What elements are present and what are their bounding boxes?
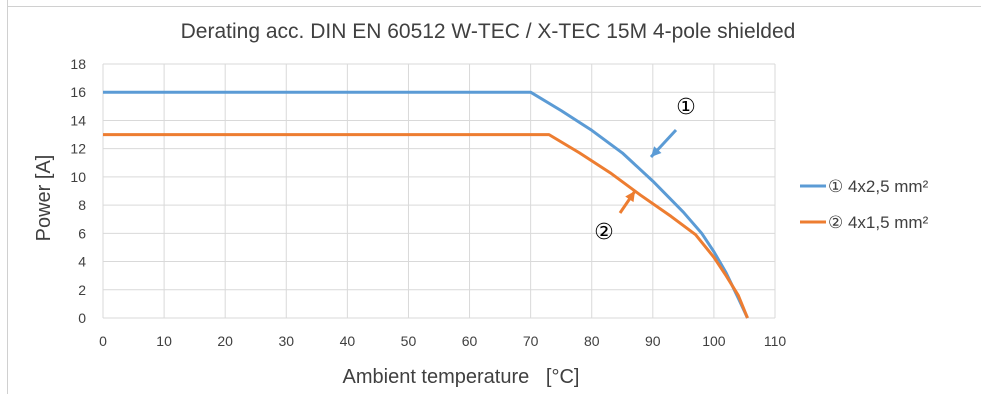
y-axis-label: Power [A] [33,155,55,242]
series-lines [103,90,749,319]
x-tick-70: 70 [523,333,539,349]
y-tick-10: 10 [70,169,86,185]
y-tick-2: 2 [78,282,86,298]
legend: ① 4x2,5 mm² ② 4x1,5 mm² [800,177,929,232]
y-tick-14: 14 [70,112,86,128]
legend-label-2: ② 4x1,5 mm² [828,213,929,232]
x-tick-80: 80 [584,333,600,349]
x-tick-110: 110 [764,333,787,349]
callout-arrowhead-1 [651,146,662,157]
x-tick-0: 0 [99,333,107,349]
x-tick-labels: 0 10 20 30 40 50 60 70 80 90 100 110 [99,333,786,349]
chart-title: Derating acc. DIN EN 60512 W-TEC / X-TEC… [181,20,796,43]
frame-left-border [7,0,8,394]
x-tick-20: 20 [217,333,233,349]
y-tick-16: 16 [70,84,86,100]
frame-top-border [7,6,981,7]
y-tick-4: 4 [78,254,86,270]
y-tick-labels: 0 2 4 6 8 10 12 14 16 18 [70,56,86,326]
x-tick-10: 10 [156,333,172,349]
callouts: ①② [594,94,696,244]
x-tick-60: 60 [462,333,478,349]
x-tick-90: 90 [645,333,661,349]
x-tick-40: 40 [340,333,356,349]
y-tick-12: 12 [70,141,86,157]
y-tick-8: 8 [78,197,86,213]
y-tick-0: 0 [78,310,86,326]
x-tick-50: 50 [401,333,417,349]
y-tick-18: 18 [70,56,86,72]
legend-label-1: ① 4x2,5 mm² [828,177,929,196]
x-axis-label: Ambient temperature [°C] [343,366,580,388]
grid [102,63,776,319]
callout-label-1: ① [676,94,696,119]
callout-label-2: ② [594,219,614,244]
callout-arrowhead-2 [625,191,635,203]
x-tick-30: 30 [278,333,294,349]
x-tick-100: 100 [702,333,726,349]
series-line-2 [103,133,749,319]
y-tick-6: 6 [78,225,86,241]
